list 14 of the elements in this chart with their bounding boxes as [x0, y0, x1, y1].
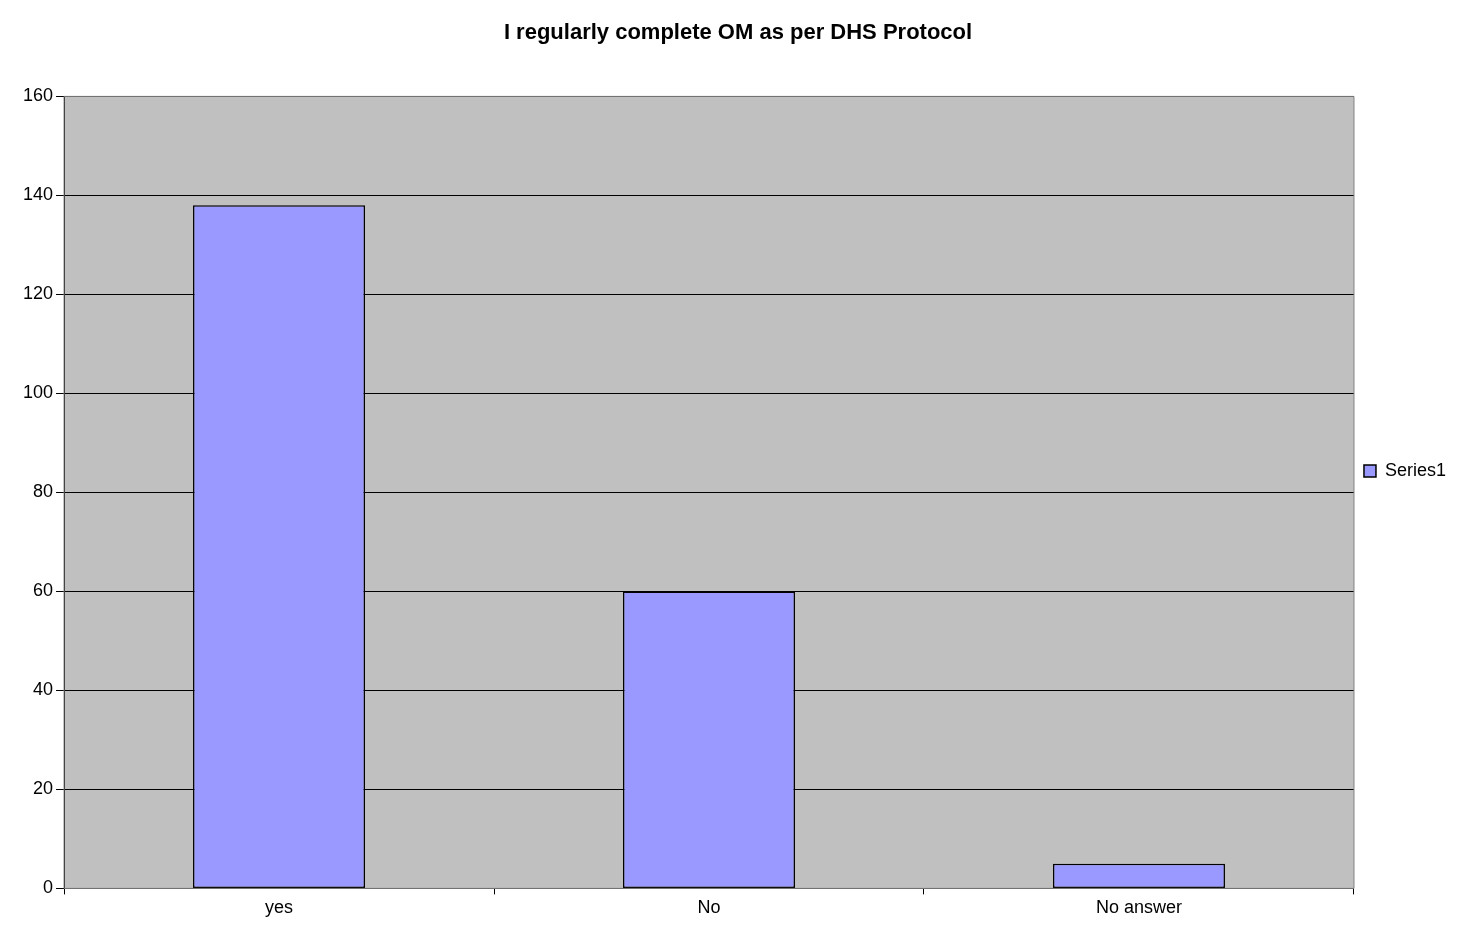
y-tick-label: 120: [22, 283, 54, 304]
x-tick-label: No answer: [1095, 897, 1182, 918]
legend-label: Series1: [1384, 459, 1446, 480]
chart-title: I regularly complete OM as per DHS Protocol: [503, 19, 973, 45]
y-tick-label: 100: [22, 382, 54, 403]
y-tick-label: 140: [22, 184, 54, 205]
y-tick-label: 60: [33, 580, 54, 601]
y-tick-label: 40: [33, 679, 54, 700]
y-tick-label: 160: [22, 85, 54, 106]
y-tick-label: 0: [43, 877, 54, 898]
x-tick-label: yes: [265, 897, 294, 918]
y-tick-label: 20: [33, 778, 54, 799]
x-tick-label: No: [697, 897, 721, 918]
y-tick-label: 80: [33, 481, 54, 502]
